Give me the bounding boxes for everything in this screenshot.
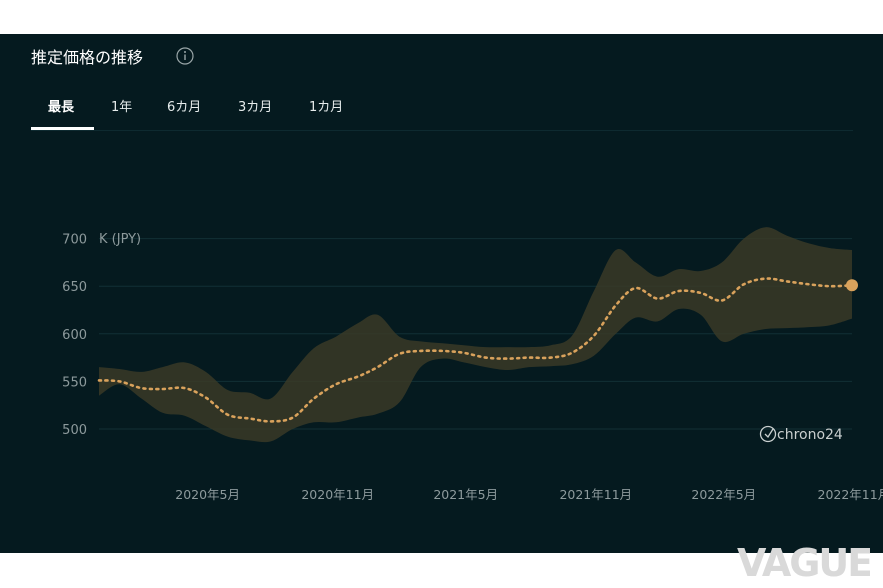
x-tick-label: 2022年11月 (818, 487, 883, 502)
y-tick-500: 500 (62, 423, 87, 438)
tab-6-months[interactable]: 6カ月 (167, 100, 202, 115)
tab-3-months[interactable]: 3カ月 (238, 100, 273, 115)
estimated-price-line (97, 277, 858, 423)
range-tabs: 最長 1年 6カ月 3カ月 1カ月 (31, 90, 851, 130)
tab-1-year[interactable]: 1年 (111, 100, 133, 115)
price-range-area (99, 227, 852, 443)
y-tick-650: 650 (62, 280, 87, 295)
x-axis: 2020年5月 2020年11月 2021年5月 2021年11月 2022年5月 202… (175, 487, 883, 502)
vague-watermark-text: VAGUE (737, 541, 870, 584)
price-range-band (99, 227, 852, 443)
x-tick-label: 2022年5月 (691, 487, 756, 502)
chrono24-logo-text: chrono24 (777, 427, 843, 443)
x-tick-label: 2021年11月 (559, 487, 632, 502)
latest-price-marker (846, 279, 858, 292)
tab-1-month[interactable]: 1カ月 (309, 100, 344, 115)
active-tab-underline (31, 127, 94, 130)
info-icon[interactable] (175, 46, 195, 66)
x-tick-label: 2020年5月 (175, 487, 240, 502)
y-tick-600: 600 (62, 328, 87, 343)
x-tick-label: 2021年5月 (433, 487, 498, 502)
y-tick-700: 700 (62, 233, 87, 248)
estimated-price-path (97, 277, 854, 423)
chrono24-logo: chrono24 (759, 425, 843, 443)
tab-longest[interactable]: 最長 (48, 100, 75, 115)
page-title: 推定価格の推移 (31, 48, 144, 67)
vague-watermark: VAGUE (737, 541, 870, 584)
y-axis: 500 550 600 650 700 (62, 233, 87, 438)
y-tick-550: 550 (62, 375, 87, 390)
x-tick-label: 2020年11月 (301, 487, 374, 502)
y-axis-label: K (JPY) (99, 232, 141, 247)
tabs-divider (31, 130, 853, 131)
